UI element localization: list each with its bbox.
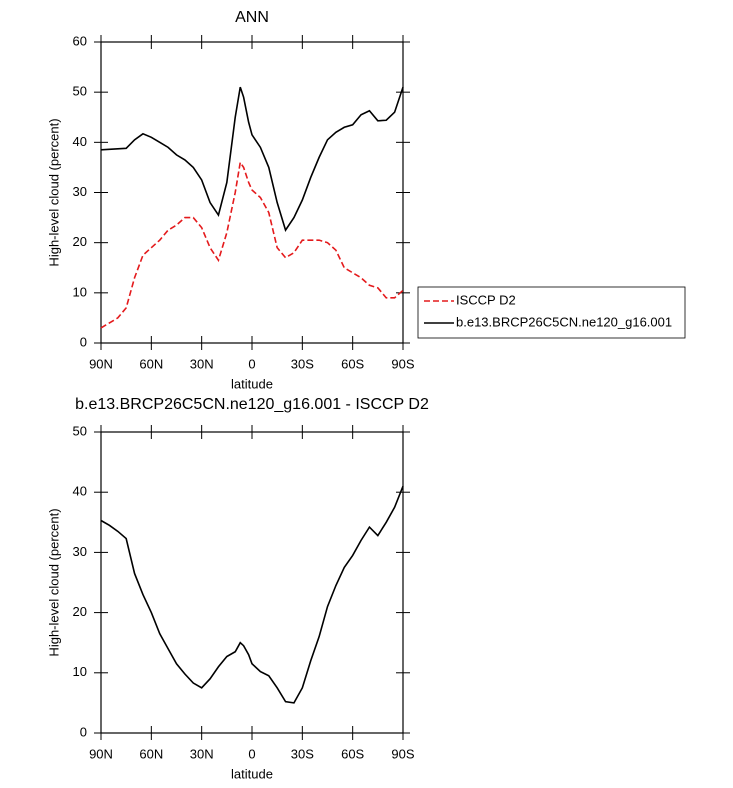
- y-tick-label: 60: [73, 33, 87, 48]
- x-tick-label: 60S: [341, 356, 364, 371]
- y-tick-label: 30: [73, 544, 87, 559]
- x-tick-label: 0: [248, 746, 255, 761]
- y-tick-label: 50: [73, 423, 87, 438]
- x-axis-label: latitude: [231, 766, 273, 781]
- x-axis-label: latitude: [231, 376, 273, 391]
- x-tick-label: 0: [248, 356, 255, 371]
- y-tick-label: 0: [80, 334, 87, 349]
- x-tick-label: 60S: [341, 746, 364, 761]
- y-tick-label: 30: [73, 184, 87, 199]
- y-axis-label: High-level cloud (percent): [46, 508, 61, 656]
- plot-frame: [100, 431, 404, 734]
- y-tick-label: 10: [73, 664, 87, 679]
- x-tick-label: 30S: [291, 356, 314, 371]
- x-tick-label: 30S: [291, 746, 314, 761]
- y-tick-label: 10: [73, 284, 87, 299]
- data-line: [100, 86, 404, 232]
- x-tick-label: 90N: [89, 746, 113, 761]
- x-tick-label: 90S: [391, 356, 414, 371]
- x-tick-label: 90N: [89, 356, 113, 371]
- y-tick-label: 40: [73, 134, 87, 149]
- plot-frame: [100, 41, 404, 344]
- y-tick-label: 40: [73, 484, 87, 499]
- x-tick-label: 60N: [139, 356, 163, 371]
- x-tick-label: 30N: [190, 356, 214, 371]
- data-line: [100, 485, 404, 704]
- x-tick-label: 90S: [391, 746, 414, 761]
- x-tick-label: 30N: [190, 746, 214, 761]
- chart-title: b.e13.BRCP26C5CN.ne120_g16.001 - ISCCP D…: [75, 396, 429, 413]
- y-tick-label: 20: [73, 234, 87, 249]
- y-tick-label: 20: [73, 604, 87, 619]
- legend-box: [417, 286, 686, 339]
- x-tick-label: 60N: [139, 746, 163, 761]
- y-tick-label: 50: [73, 84, 87, 99]
- y-axis-label: High-level cloud (percent): [46, 118, 61, 266]
- y-tick-label: 0: [80, 724, 87, 739]
- legend-label: ISCCP D2: [456, 292, 516, 307]
- data-line: [100, 160, 404, 329]
- chart-title: ANN: [235, 9, 269, 26]
- legend-label: b.e13.BRCP26C5CN.ne120_g16.001: [456, 314, 672, 329]
